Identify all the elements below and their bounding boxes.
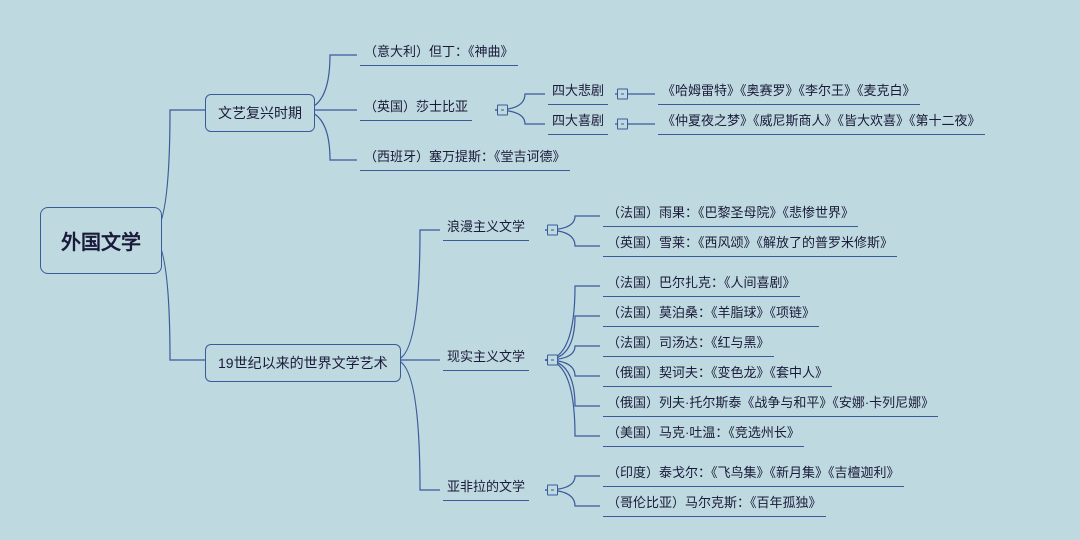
branch-tragedies[interactable]: 四大悲剧 — [548, 81, 608, 105]
expand-dot[interactable] — [617, 119, 628, 130]
branch-asia-africa-la[interactable]: 亚非拉的文学 — [443, 477, 529, 501]
expand-dot[interactable] — [547, 485, 558, 496]
branch-19c[interactable]: 19世纪以来的世界文学艺术 — [205, 344, 401, 382]
leaf-comedies-works: 《仲夏夜之梦》《威尼斯商人》《皆大欢喜》《第十二夜》 — [658, 111, 985, 135]
leaf-tagore: （印度）泰戈尔：《飞鸟集》《新月集》《吉檀迦利》 — [603, 463, 904, 487]
leaf-stendhal: （法国）司汤达：《红与黑》 — [603, 333, 774, 357]
branch-romantic[interactable]: 浪漫主义文学 — [443, 217, 529, 241]
leaf-twain: （美国）马克·吐温：《竞选州长》 — [603, 423, 804, 447]
leaf-tragedies-works: 《哈姆雷特》《奥赛罗》《李尔王》《麦克白》 — [658, 81, 920, 105]
expand-dot[interactable] — [547, 355, 558, 366]
leaf-tolstoy: （俄国）列夫·托尔斯泰《战争与和平》《安娜·卡列尼娜》 — [603, 393, 938, 417]
leaf-chekhov: （俄国）契诃夫：《变色龙》《套中人》 — [603, 363, 832, 387]
branch-comedies[interactable]: 四大喜剧 — [548, 111, 608, 135]
leaf-balzac: （法国）巴尔扎克：《人间喜剧》 — [603, 273, 800, 297]
leaf-maupassant: （法国）莫泊桑：《羊脂球》《项链》 — [603, 303, 819, 327]
branch-realism[interactable]: 现实主义文学 — [443, 347, 529, 371]
branch-renaissance[interactable]: 文艺复兴时期 — [205, 94, 315, 132]
leaf-hugo: （法国）雨果：《巴黎圣母院》《悲惨世界》 — [603, 203, 858, 227]
expand-dot[interactable] — [617, 89, 628, 100]
leaf-marquez: （哥伦比亚）马尔克斯：《百年孤独》 — [603, 493, 826, 517]
expand-dot[interactable] — [497, 105, 508, 116]
leaf-dante: （意大利）但丁：《神曲》 — [360, 42, 518, 66]
branch-shakespeare[interactable]: （英国）莎士比亚 — [360, 97, 472, 121]
leaf-shelley: （英国）雪莱：《西风颂》《解放了的普罗米修斯》 — [603, 233, 897, 257]
root-node[interactable]: 外国文学 — [40, 207, 162, 274]
expand-dot[interactable] — [547, 225, 558, 236]
leaf-cervantes: （西班牙）塞万提斯：《堂吉诃德》 — [360, 147, 570, 171]
